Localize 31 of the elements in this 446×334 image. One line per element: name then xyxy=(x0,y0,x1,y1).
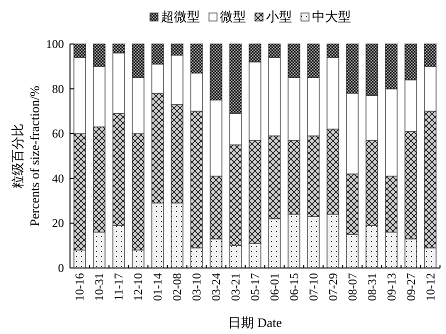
y-tick-label: 100 xyxy=(46,37,64,51)
y-tick-label: 60 xyxy=(52,126,64,141)
y-tick-label: 20 xyxy=(52,216,64,230)
x-tick-label: 01-14 xyxy=(150,273,165,301)
y-tick-label: 80 xyxy=(52,82,64,96)
x-tick-label: 03-10 xyxy=(190,273,204,301)
x-axis-title: 日期 Date xyxy=(228,315,282,330)
x-tick-label: 09-13 xyxy=(384,273,398,301)
x-tick-label: 11-17 xyxy=(112,273,126,301)
x-tick-label: 07-29 xyxy=(326,273,340,301)
legend-label: 小型 xyxy=(266,9,292,24)
y-tick-label: 40 xyxy=(52,171,64,186)
legend-label: 中大型 xyxy=(312,9,351,24)
legend-label: 微型 xyxy=(220,9,246,24)
y-axis-title: 粒级百分比 Percents of size-fraction/% xyxy=(10,85,42,226)
x-tick-label: 12-10 xyxy=(131,273,146,301)
legend-label: 超微型 xyxy=(161,9,200,24)
x-tick-label: 09-27 xyxy=(404,273,418,301)
x-tick-label: 06-01 xyxy=(267,273,282,301)
x-tick-label: 02-08 xyxy=(170,273,184,301)
x-tick-label: 08-31 xyxy=(364,273,379,301)
x-tick-label: 10-12 xyxy=(423,273,438,301)
x-tick-label: 07-10 xyxy=(306,273,320,301)
x-tick-label: 06-15 xyxy=(286,273,301,301)
x-tick-label: 05-17 xyxy=(248,273,262,301)
x-tick-label: 10-31 xyxy=(92,273,106,301)
y-tick-label: 0 xyxy=(58,261,64,275)
x-tick-label: 03-24 xyxy=(209,273,224,301)
x-tick-label: 10-16 xyxy=(72,273,87,301)
x-tick-label: 03-21 xyxy=(228,273,243,301)
x-tick-label: 08-07 xyxy=(345,273,360,301)
